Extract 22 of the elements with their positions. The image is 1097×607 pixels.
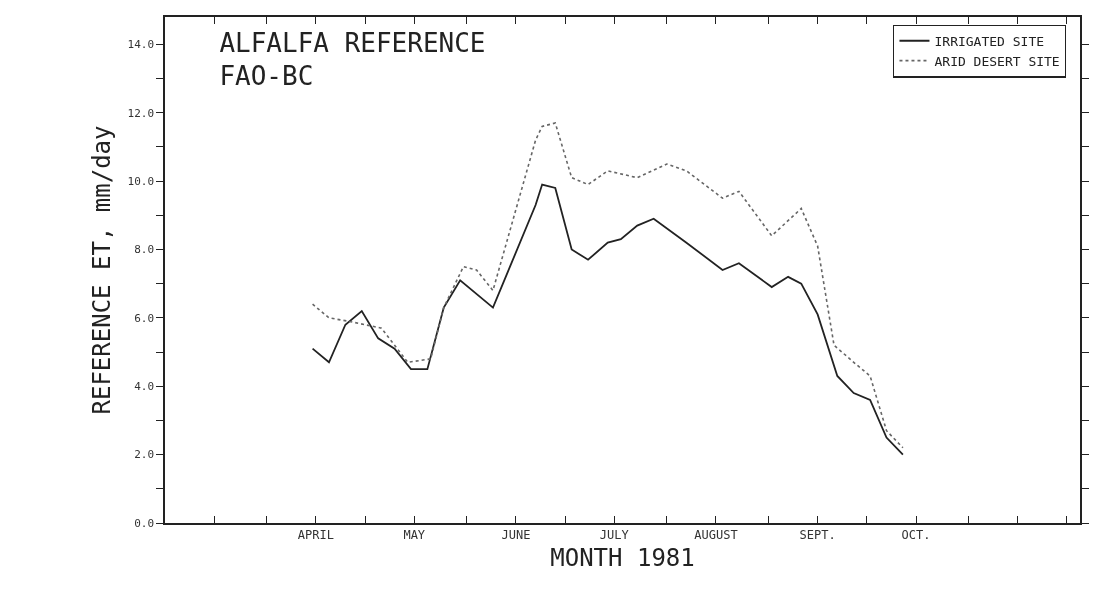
legend-label: ARID DESERT SITE (934, 53, 1060, 69)
text: ALFALFA REFERENCE FAO-BC (219, 27, 486, 92)
y-tick-label: 0.0 (134, 516, 155, 530)
x-tick-label: MAY (403, 528, 426, 543)
line-series (311, 122, 904, 449)
y-tick-label: 6.0 (134, 311, 155, 325)
y-tick-label: 14.0 (127, 38, 155, 52)
y-tick-label: 2.0 (134, 448, 155, 462)
line-series (311, 183, 904, 456)
y-axis-title: REFERENCE ET, mm/day (88, 125, 117, 415)
y-tick-label: 10.0 (127, 174, 155, 188)
x-tick-label: JUNE (501, 528, 531, 543)
x-tick-label: JULY (599, 528, 630, 543)
legend-label: IRRIGATED SITE (934, 33, 1045, 49)
x-axis-title: MONTH 1981 (550, 543, 695, 572)
x-tick-label: SEPT. (799, 528, 836, 543)
y-tick-label: 4.0 (134, 380, 155, 394)
x-tick-label: AUGUST (694, 528, 738, 543)
y-tick-label: 12.0 (127, 106, 155, 120)
x-tick-label: APRIL (297, 528, 334, 543)
y-tick-label: 8.0 (134, 243, 155, 257)
x-tick-label: OCT. (901, 528, 931, 543)
